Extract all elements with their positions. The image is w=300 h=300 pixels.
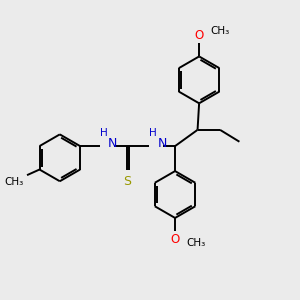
Text: N: N <box>157 137 167 150</box>
Text: CH₃: CH₃ <box>210 26 229 36</box>
Text: N: N <box>108 137 118 150</box>
Text: H: H <box>100 128 108 138</box>
Text: CH₃: CH₃ <box>4 177 23 187</box>
Text: S: S <box>123 175 131 188</box>
Text: H: H <box>149 128 157 138</box>
Text: CH₃: CH₃ <box>186 238 205 248</box>
Text: O: O <box>194 29 204 42</box>
Text: O: O <box>170 232 180 246</box>
